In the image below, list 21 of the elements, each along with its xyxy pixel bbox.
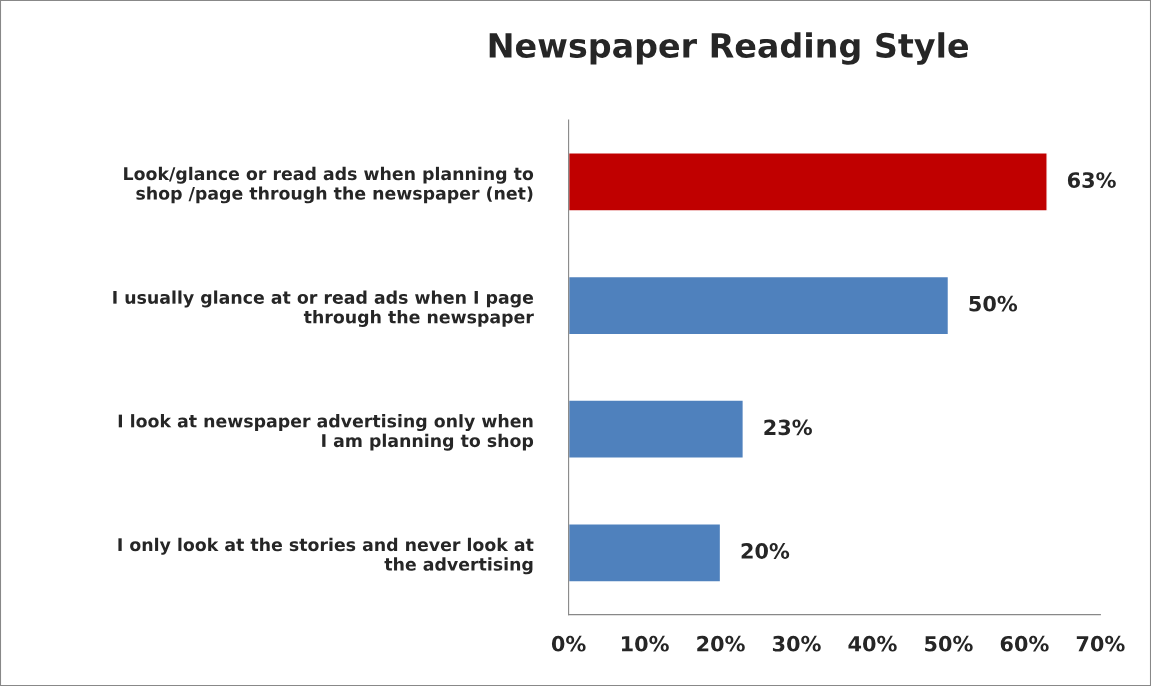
bar bbox=[568, 152, 1048, 212]
y-tick-label: Look/glance or read ads when planning to shop /page through the newspaper (net) bbox=[124, 166, 534, 204]
x-tick-label: 40% bbox=[848, 635, 897, 652]
data-label: 63% bbox=[1067, 172, 1116, 188]
data-label: 20% bbox=[741, 543, 790, 559]
x-tick-label: 10% bbox=[621, 635, 669, 652]
data-label: 50% bbox=[969, 295, 1018, 312]
y-tick-label: I usually glance at or read ads when I page through the newspaper bbox=[113, 290, 534, 327]
y-tick-label: I look at newspaper advertising only when I am planning to shop bbox=[118, 414, 534, 451]
chart-title: Newspaper Reading Style bbox=[489, 32, 968, 65]
bar bbox=[568, 399, 745, 459]
x-tick-label: 70% bbox=[1076, 635, 1125, 652]
x-tick-label: 50% bbox=[925, 635, 973, 652]
bar bbox=[568, 275, 950, 336]
x-tick-label: 20% bbox=[697, 635, 745, 652]
bar bbox=[568, 523, 722, 583]
x-tick-label: 60% bbox=[1000, 635, 1049, 652]
data-label: 23% bbox=[764, 419, 812, 436]
y-tick-label: I only look at the stories and never look at the advertising bbox=[118, 537, 534, 575]
x-tick-label: 30% bbox=[772, 635, 821, 652]
x-tick-label: 0% bbox=[551, 635, 586, 652]
